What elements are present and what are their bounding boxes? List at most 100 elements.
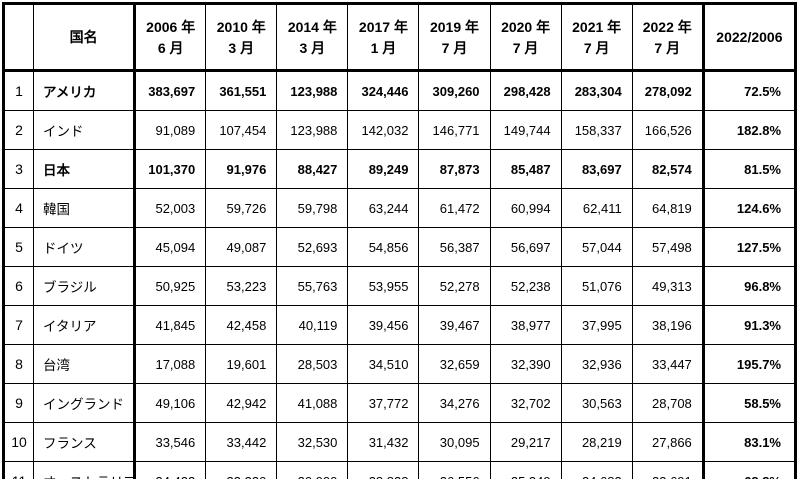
period-header-1: 2010 年 3 月	[205, 3, 278, 72]
rank-cell: 9	[2, 383, 35, 423]
period-month: 3 月	[299, 39, 326, 56]
rank-cell: 8	[2, 344, 35, 384]
period-year: 2010 年	[216, 18, 266, 35]
period-header-0: 2006 年 6 月	[134, 3, 207, 72]
value-cell: 85,487	[489, 149, 562, 189]
value-cell: 61,472	[418, 188, 491, 228]
value-cell: 123,988	[276, 70, 349, 111]
value-cell: 324,446	[347, 70, 420, 111]
value-cell: 26,556	[418, 461, 491, 479]
period-header-2: 2014 年 3 月	[276, 3, 349, 72]
value-cell: 49,313	[631, 266, 704, 306]
value-cell: 25,349	[489, 461, 562, 479]
rank-cell: 3	[2, 149, 35, 189]
table-row: 8 台湾 17,088 19,601 28,503 34,510 32,659 32,390 3…	[2, 344, 797, 384]
value-cell: 19,601	[205, 344, 278, 384]
table-body: 1 アメリカ 383,697 361,551 123,988 324,446 309,260…	[2, 70, 797, 479]
value-cell: 38,196	[631, 305, 704, 345]
value-cell: 32,936	[560, 344, 633, 384]
value-cell: 56,697	[489, 227, 562, 267]
value-cell: 54,856	[347, 227, 420, 267]
value-cell: 91,976	[205, 149, 278, 189]
value-cell: 87,873	[418, 149, 491, 189]
value-cell: 33,230	[205, 461, 278, 479]
value-cell: 146,771	[418, 110, 491, 150]
value-cell: 101,370	[134, 149, 207, 189]
table-row: 5 ドイツ 45,094 49,087 52,693 54,856 56,387 56,697…	[2, 227, 797, 267]
value-cell: 89,249	[347, 149, 420, 189]
value-cell: 49,106	[134, 383, 207, 423]
value-cell: 52,003	[134, 188, 207, 228]
value-cell: 28,503	[276, 344, 349, 384]
value-cell: 55,763	[276, 266, 349, 306]
value-cell: 33,447	[631, 344, 704, 384]
country-cell: オーストラリア	[33, 461, 137, 479]
value-cell: 107,454	[205, 110, 278, 150]
value-cell: 34,276	[418, 383, 491, 423]
period-month: 7 月	[441, 39, 468, 56]
value-cell: 52,693	[276, 227, 349, 267]
rank-cell: 6	[2, 266, 35, 306]
value-cell: 57,498	[631, 227, 704, 267]
value-cell: 30,900	[276, 461, 349, 479]
period-header-6: 2021 年 7 月	[560, 3, 633, 72]
value-cell: 361,551	[205, 70, 278, 111]
rank-cell: 4	[2, 188, 35, 228]
period-year: 2017 年	[358, 18, 408, 35]
value-cell: 45,094	[134, 227, 207, 267]
value-cell: 28,219	[560, 422, 633, 462]
table-row: 7 イタリア 41,845 42,458 40,119 39,456 39,467 38,97…	[2, 305, 797, 345]
value-cell: 64,819	[631, 188, 704, 228]
value-cell: 60,994	[489, 188, 562, 228]
table-row: 9 イングランド 49,106 42,942 41,088 37,772 34,276 32,…	[2, 383, 797, 423]
period-month: 6 月	[157, 39, 184, 56]
ratio-header: 2022/2006	[701, 3, 797, 72]
value-cell: 52,238	[489, 266, 562, 306]
period-month: 7 月	[583, 39, 610, 56]
period-year: 2021 年	[572, 18, 622, 35]
table-row: 11オーストラリア34,42233,23030,90028,82826,5562…	[2, 461, 797, 479]
period-header-4: 2019 年 7 月	[418, 3, 491, 72]
value-cell: 17,088	[134, 344, 207, 384]
country-cell: 日本	[33, 149, 137, 189]
period-header-5: 2020 年 7 月	[489, 3, 562, 72]
value-cell: 49,087	[205, 227, 278, 267]
rank-cell: 10	[2, 422, 35, 462]
value-cell: 53,223	[205, 266, 278, 306]
country-name-header: 国名	[33, 3, 137, 72]
value-cell: 166,526	[631, 110, 704, 150]
value-cell: 309,260	[418, 70, 491, 111]
ratio-cell: 91.3%	[701, 305, 797, 345]
value-cell: 59,798	[276, 188, 349, 228]
value-cell: 32,390	[489, 344, 562, 384]
table-row: 6 ブラジル 50,925 53,223 55,763 53,955 52,278 52,23…	[2, 266, 797, 306]
period-header-3: 2017 年 1 月	[347, 3, 420, 72]
country-cell: ドイツ	[33, 227, 137, 267]
table-row: 10 フランス 33,546 33,442 32,530 31,432 30,095 29,2…	[2, 422, 797, 462]
value-cell: 23,691	[631, 461, 704, 479]
value-cell: 56,387	[418, 227, 491, 267]
corner-cell	[2, 3, 35, 72]
value-cell: 123,988	[276, 110, 349, 150]
value-cell: 62,411	[560, 188, 633, 228]
value-cell: 24,683	[560, 461, 633, 479]
table-row: 1 アメリカ 383,697 361,551 123,988 324,446 309,260…	[2, 70, 797, 111]
country-cell: インド	[33, 110, 137, 150]
value-cell: 34,422	[134, 461, 207, 479]
value-cell: 30,095	[418, 422, 491, 462]
value-cell: 42,458	[205, 305, 278, 345]
rank-cell: 1	[2, 70, 35, 111]
value-cell: 57,044	[560, 227, 633, 267]
value-cell: 50,925	[134, 266, 207, 306]
period-month: 7 月	[512, 39, 539, 56]
value-cell: 28,828	[347, 461, 420, 479]
period-year: 2014 年	[287, 18, 337, 35]
value-cell: 28,708	[631, 383, 704, 423]
value-cell: 51,076	[560, 266, 633, 306]
rank-cell: 7	[2, 305, 35, 345]
country-cell: 台湾	[33, 344, 137, 384]
value-cell: 34,510	[347, 344, 420, 384]
country-cell: ブラジル	[33, 266, 137, 306]
period-year: 2019 年	[429, 18, 480, 35]
